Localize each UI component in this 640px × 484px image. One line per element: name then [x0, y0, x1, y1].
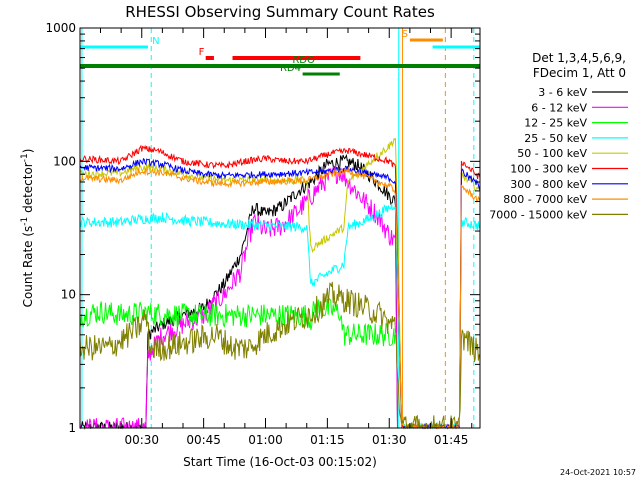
- y-tick-label-1: 10: [61, 288, 76, 302]
- legend-label-7: 800 - 7000 keV: [503, 193, 587, 206]
- legend-label-3: 25 - 50 keV: [524, 132, 587, 145]
- x-tick-label-5: 01:45: [434, 433, 469, 447]
- flag-label-4: RD4: [280, 63, 301, 74]
- legend-label-5: 100 - 300 keV: [510, 163, 587, 176]
- series-lines: [79, 137, 481, 430]
- flag-label-0: N: [152, 36, 159, 47]
- legend-label-6: 300 - 800 keV: [510, 178, 587, 191]
- x-tick-label-0: 00:30: [124, 433, 159, 447]
- x-tick-label-4: 01:30: [372, 433, 407, 447]
- x-axis-label: Start Time (16-Oct-03 00:15:02): [183, 455, 377, 469]
- chart-title: RHESSI Observing Summary Count Rates: [125, 3, 435, 21]
- generated-timestamp: 24-Oct-2021 10:57: [560, 468, 636, 477]
- series-line-2: [79, 297, 396, 347]
- series-line-7: [79, 166, 481, 430]
- series-line-0: [79, 153, 398, 430]
- x-tick-label-2: 01:00: [248, 433, 283, 447]
- x-tick-label-1: 00:45: [186, 433, 221, 447]
- legend-label-2: 12 - 25 keV: [524, 117, 587, 130]
- y-label-sup2: -1: [20, 153, 30, 162]
- series-line-3: [79, 203, 481, 430]
- y-label-end: ): [21, 149, 35, 154]
- flag-label-3: RDO: [292, 55, 315, 66]
- y-tick-label-3: 1000: [45, 21, 76, 35]
- y-label-mid: detector: [21, 162, 35, 217]
- legend: 3 - 6 keV 6 - 12 keV 12 - 25 keV 25 - 50 ke…: [489, 86, 628, 221]
- y-axis-label: Count Rate (s-1 detector-1): [20, 149, 35, 308]
- y-tick-label-0: 1: [68, 421, 76, 435]
- legend-label-4: 50 - 100 keV: [517, 147, 587, 160]
- legend-header-line-2: FDecim 1, Att 0: [533, 66, 626, 80]
- flag-label-1: S: [402, 29, 408, 40]
- legend-label-1: 6 - 12 keV: [531, 101, 587, 114]
- y-label-main: Count Rate (s: [21, 226, 35, 308]
- flag-label-2: F: [199, 47, 205, 58]
- legend-label-8: 7000 - 15000 keV: [489, 208, 587, 221]
- legend-header-line-1: Det 1,3,4,5,6,9,: [532, 51, 626, 65]
- plot-frame: [79, 27, 481, 429]
- series-line-8: [79, 281, 481, 430]
- series-line-6: [79, 157, 481, 430]
- series-line-5: [79, 144, 481, 430]
- series-line-1: [79, 165, 398, 429]
- x-tick-label-3: 01:15: [310, 433, 345, 447]
- legend-label-0: 3 - 6 keV: [538, 86, 587, 99]
- y-tick-label-2: 100: [53, 154, 76, 168]
- y-label-sup1: -1: [20, 217, 30, 226]
- axes: 1 10 100 1000 00:30 00:45 01:00 01:15 01:30 01:45: [45, 21, 481, 447]
